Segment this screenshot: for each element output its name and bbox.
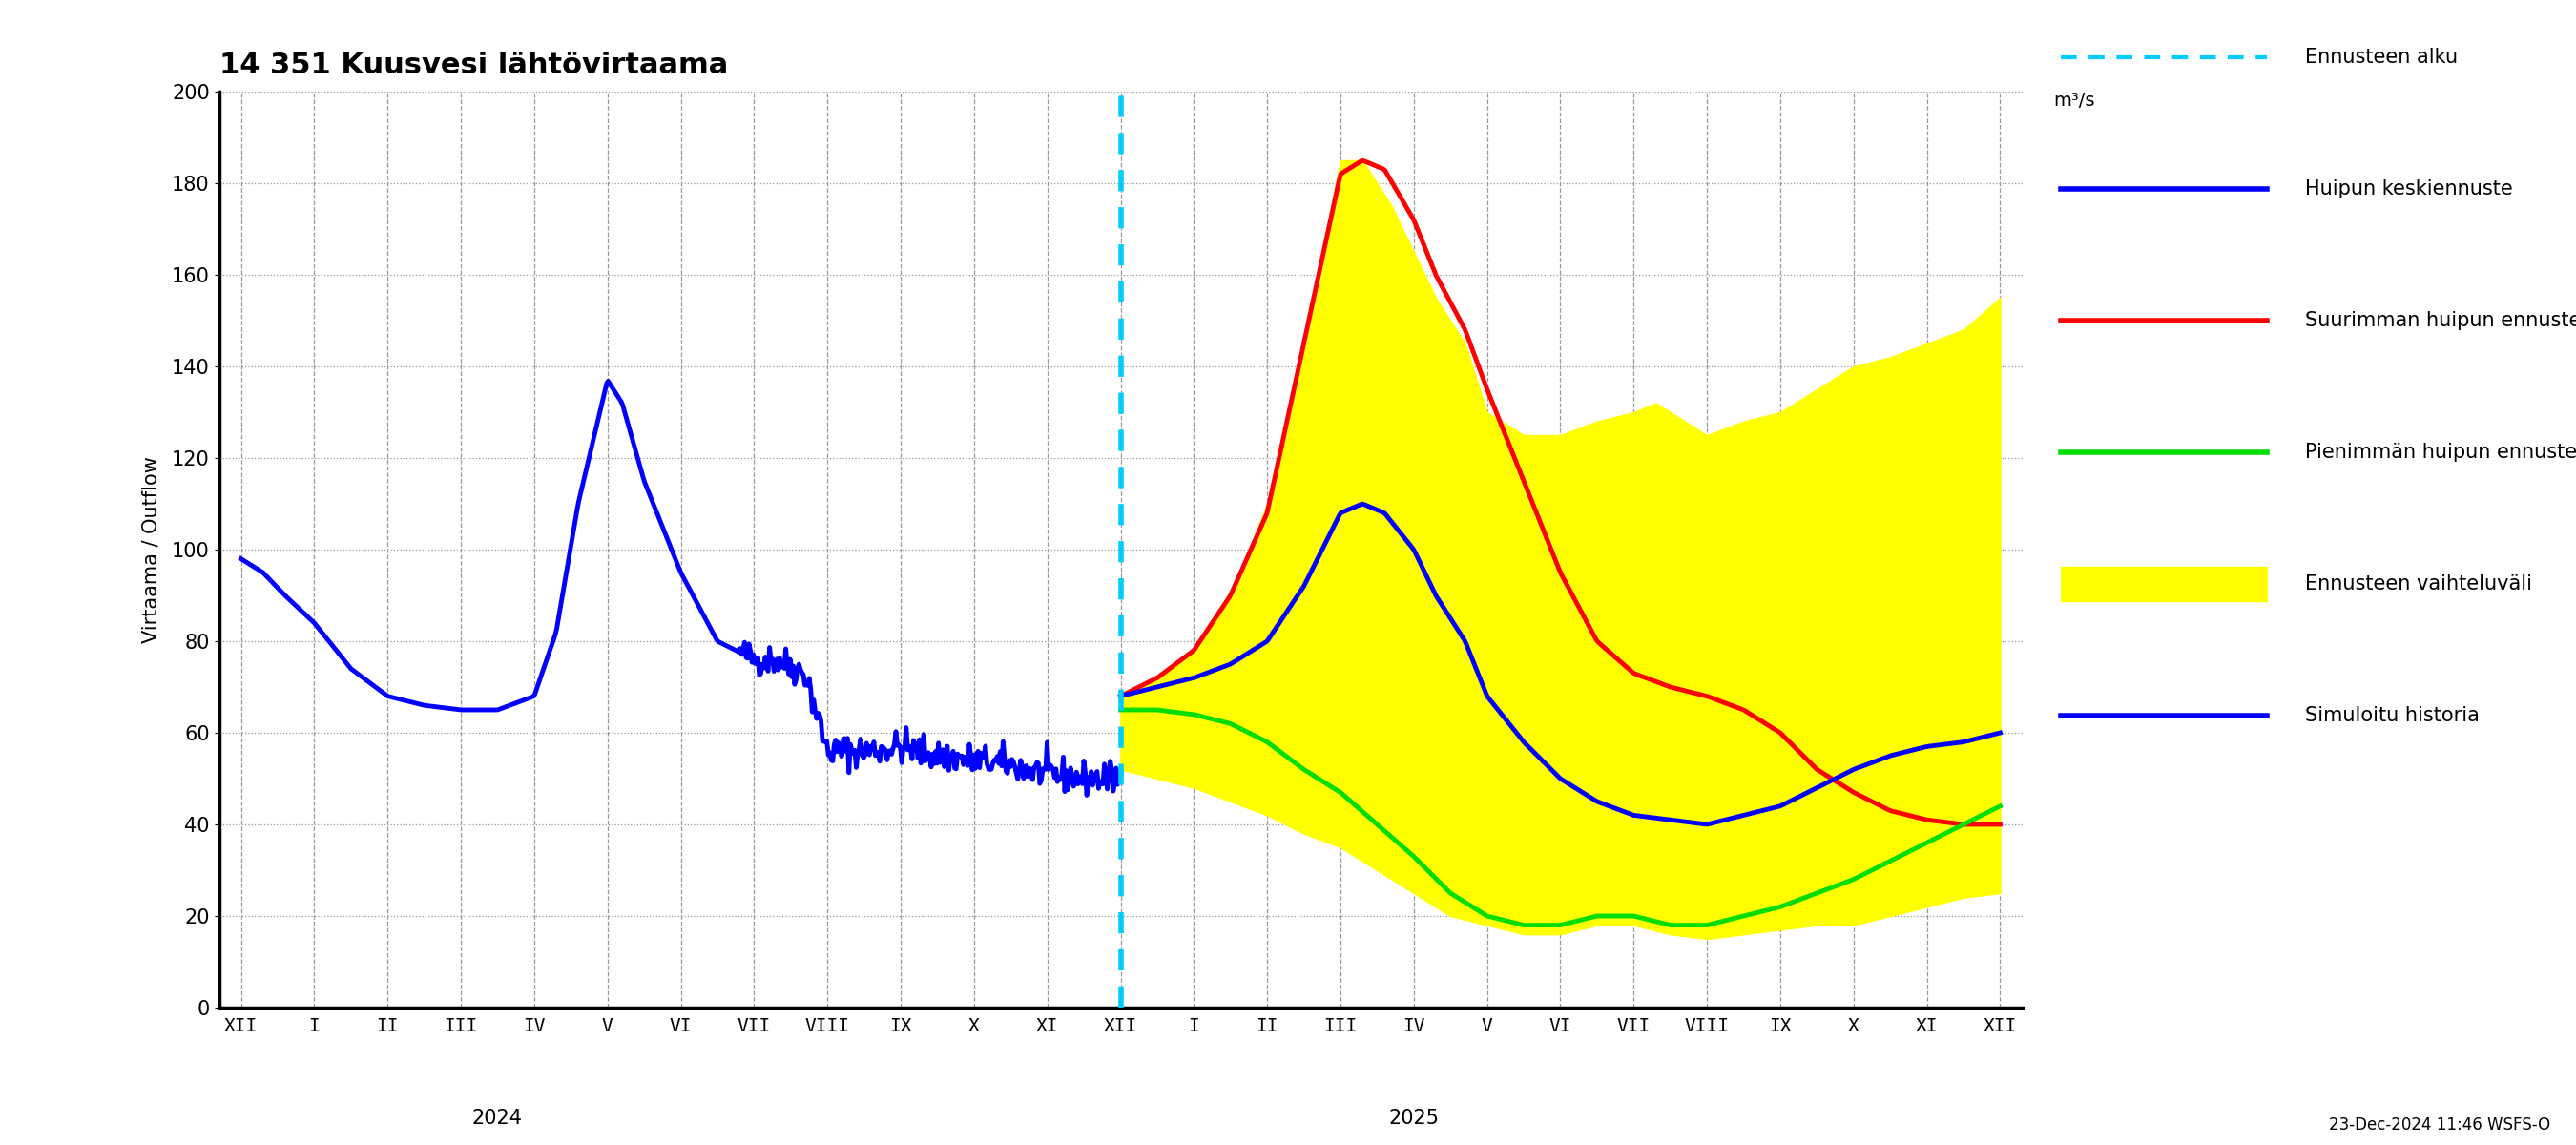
Text: 2025: 2025 [1388, 1108, 1440, 1128]
Text: 23-Dec-2024 11:46 WSFS-O: 23-Dec-2024 11:46 WSFS-O [2329, 1116, 2550, 1134]
Y-axis label: Virtaama / Outflow: Virtaama / Outflow [142, 456, 162, 643]
Text: Suurimman huipun ennuste: Suurimman huipun ennuste [2306, 311, 2576, 330]
Text: m³/s: m³/s [2053, 92, 2094, 110]
Text: Huipun keskiennuste: Huipun keskiennuste [2306, 180, 2514, 198]
Text: Pienimmän huipun ennuste: Pienimmän huipun ennuste [2306, 443, 2576, 461]
Text: Ennusteen alku: Ennusteen alku [2306, 48, 2458, 66]
Text: Simuloitu historia: Simuloitu historia [2306, 706, 2481, 725]
Text: 14 351 Kuusvesi lähtövirtaama: 14 351 Kuusvesi lähtövirtaama [219, 52, 726, 79]
Text: 2024: 2024 [471, 1108, 523, 1128]
Text: Ennusteen vaihteluväli: Ennusteen vaihteluväli [2306, 575, 2532, 593]
